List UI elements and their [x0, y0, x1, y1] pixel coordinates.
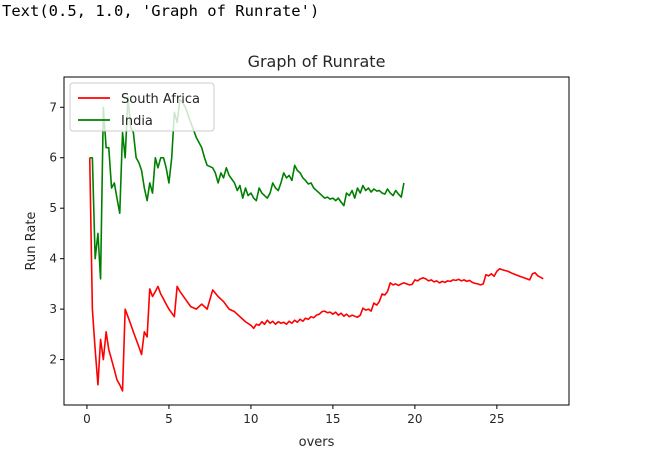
y-tick-label: 2	[49, 353, 57, 367]
series-layer	[88, 96, 544, 392]
x-tick-label: 5	[165, 412, 173, 426]
x-tick-label: 25	[489, 412, 504, 426]
axes-frame	[63, 76, 570, 406]
y-axis-ticks: 2 3 4 5 6 7	[49, 100, 64, 367]
x-tick-label: 10	[243, 412, 258, 426]
y-tick-label: 3	[49, 302, 57, 316]
y-axis-label: Run Rate	[24, 212, 39, 271]
y-tick-label: 4	[49, 252, 57, 266]
x-axis-label: overs	[299, 435, 335, 450]
chart-legend: South Africa India	[69, 82, 215, 132]
cell-output-text: Text(0.5, 1.0, 'Graph of Runrate')	[2, 2, 320, 20]
series-line-south-africa	[88, 157, 544, 392]
x-tick-label: 20	[407, 412, 422, 426]
y-tick-label: 6	[49, 151, 57, 165]
y-tick-label: 7	[49, 100, 57, 114]
legend-label-india: India	[121, 114, 153, 129]
x-axis-ticks: 0 5 10 15 20 25	[83, 405, 504, 426]
x-tick-label: 0	[83, 412, 91, 426]
x-tick-label: 15	[325, 412, 340, 426]
chart-title: Graph of Runrate	[248, 52, 386, 71]
series-line-india	[89, 96, 405, 280]
legend-box	[69, 82, 215, 132]
y-tick-label: 5	[49, 201, 57, 215]
legend-label-south-africa: South Africa	[121, 92, 200, 107]
